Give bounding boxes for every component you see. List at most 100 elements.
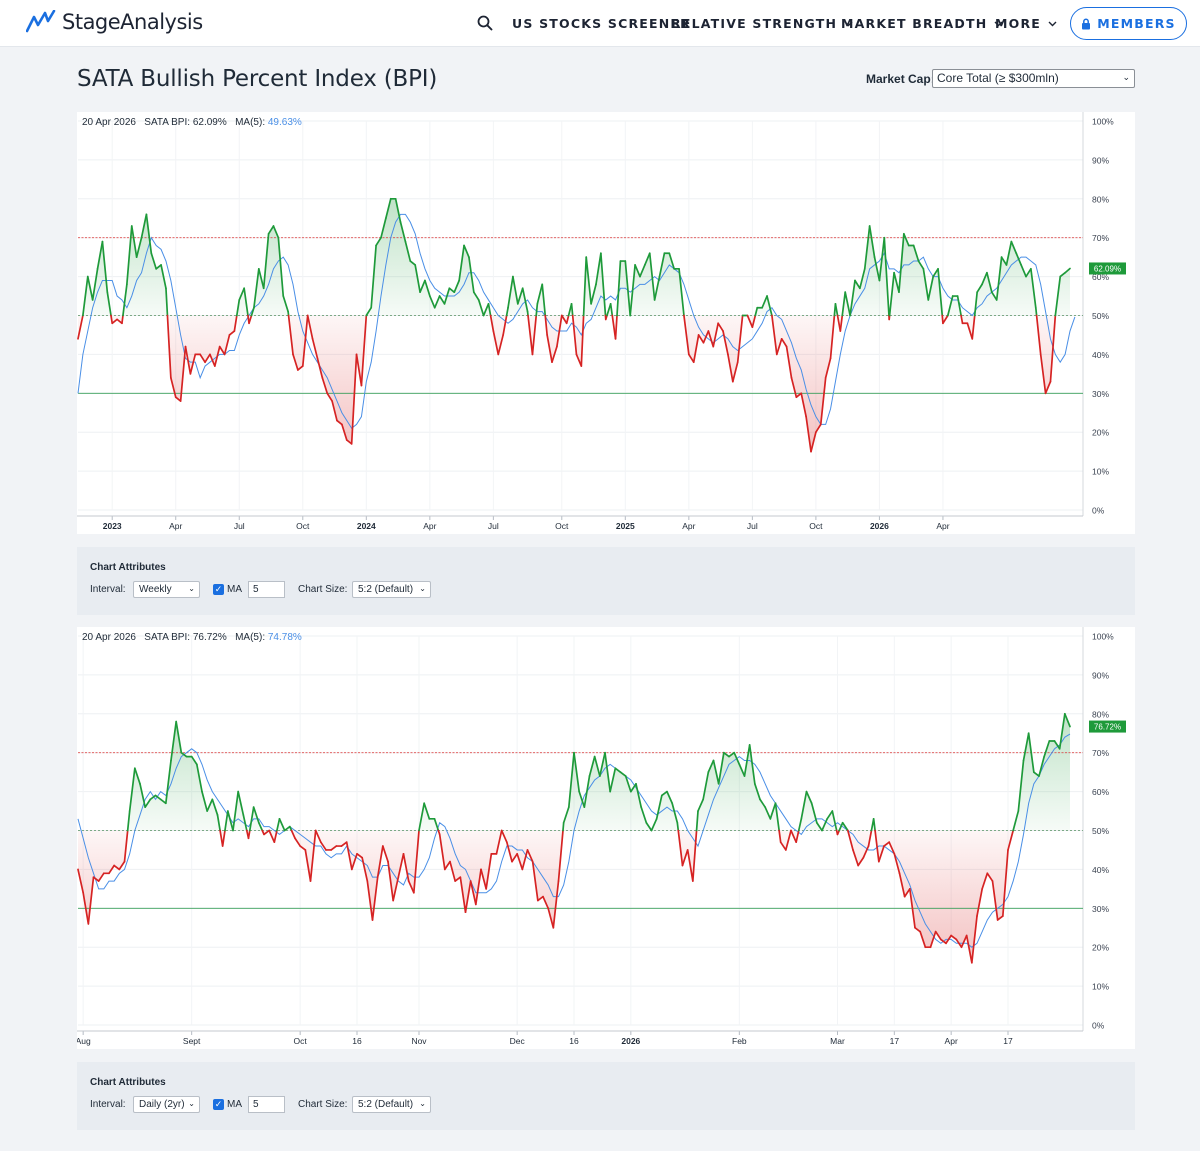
bpi-line-segment	[516, 852, 524, 871]
bpi-line-segment	[717, 322, 724, 332]
x-tick-label: Oct	[809, 521, 823, 531]
bpi-line-segment	[609, 767, 617, 793]
nav-us-stocks-screener[interactable]: US STOCKS SCREENER	[512, 16, 691, 31]
bpi-line-segment	[458, 244, 465, 282]
bpi-line-segment	[606, 302, 612, 317]
bpi-line-segment	[567, 751, 575, 809]
chart-size-select[interactable]: 5:2 (Default) ⌄	[352, 1096, 431, 1113]
bpi-line-segment	[707, 759, 715, 773]
members-button[interactable]: MEMBERS	[1070, 7, 1187, 40]
bpi-line-segment	[629, 264, 636, 317]
bpi-line-segment	[454, 876, 462, 882]
nav-relative-strength[interactable]: RELATIVE STRENGTH	[671, 16, 853, 31]
bpi-line-segment	[831, 810, 838, 832]
bpi-line-segment	[578, 790, 586, 809]
x-tick-label: 2024	[357, 521, 376, 531]
bpi-line-segment	[272, 225, 280, 239]
y-tick-label: 40%	[1092, 865, 1109, 875]
bpi-line-segment	[614, 767, 622, 773]
bpi-line-segment	[213, 345, 221, 367]
bpi-line-segment	[361, 856, 369, 882]
bpi-line-segment	[619, 771, 627, 777]
nav-more[interactable]: MORE	[995, 16, 1057, 31]
bpi-line-segment	[683, 314, 690, 356]
chevron-down-icon	[844, 21, 853, 26]
bpi-line-segment	[810, 431, 817, 453]
bpi-line-segment	[356, 852, 364, 859]
bpi-line-segment	[536, 895, 544, 902]
bpi-line-segment	[1007, 829, 1015, 851]
bpi-line-segment	[595, 252, 602, 286]
bpi-line-segment	[235, 299, 241, 317]
legend-ma-value: 74.78%	[267, 632, 302, 643]
bpi-line-segment	[914, 926, 922, 933]
lock-icon	[1082, 17, 1091, 29]
bpi-line-segment	[164, 759, 172, 805]
bpi-line-segment	[939, 938, 947, 945]
bpi-line-segment	[77, 314, 84, 340]
bpi-line-segment	[686, 849, 694, 882]
ma-checkbox[interactable]: ✓	[213, 584, 224, 595]
bpi-line-segment	[736, 314, 744, 364]
interval-label: Interval:	[90, 584, 126, 595]
bpi-line-segment	[175, 720, 183, 754]
bpi-line-segment	[252, 806, 260, 824]
ma-period-input[interactable]: 5	[248, 1096, 285, 1113]
bpi-line-segment	[695, 810, 699, 832]
search-icon[interactable]	[477, 15, 493, 36]
bpi-line-segment	[404, 240, 412, 262]
bpi-line-segment	[681, 849, 689, 867]
members-label: MEMBERS	[1097, 16, 1176, 31]
ma-period-input[interactable]: 5	[248, 581, 285, 598]
bpi-line-segment	[118, 860, 126, 871]
bpi-line-segment	[180, 751, 188, 758]
y-tick-label: 30%	[1092, 389, 1109, 399]
y-tick-label: 60%	[1092, 787, 1109, 797]
nav-market-breadth[interactable]: MARKET BREADTH	[841, 16, 1003, 31]
bpi-line-segment	[707, 330, 715, 348]
bpi-line-segment	[170, 720, 178, 762]
bpi-line-segment	[677, 829, 684, 867]
bpi-line-segment	[531, 314, 538, 356]
bullish-area-fill	[82, 198, 1070, 316]
chart-size-select[interactable]: 5:2 (Default) ⌄	[352, 581, 431, 598]
bpi-line-segment	[697, 798, 705, 812]
bpi-line-segment	[385, 197, 392, 220]
bpi-line-segment	[380, 217, 387, 239]
bpi-line-segment	[1030, 267, 1037, 309]
bpi-line-segment	[857, 856, 865, 867]
y-tick-label: 70%	[1092, 233, 1109, 243]
bpi-line-segment	[580, 314, 585, 367]
bpi-line-segment	[668, 252, 676, 270]
bpi-line-segment	[800, 392, 807, 418]
interval-select[interactable]: Weekly ⌄	[133, 581, 200, 598]
bpi-line-segment	[687, 353, 695, 364]
interval-value: Daily (2yr)	[139, 1099, 185, 1110]
bpi-line-segment	[267, 225, 275, 235]
chevron-down-icon: ⌄	[188, 584, 195, 593]
market-cap-select[interactable]: Core Total (≥ $300mln) ⌄	[932, 69, 1135, 88]
x-tick-label: Nov	[411, 1036, 427, 1046]
x-tick-label: 2026	[621, 1036, 640, 1046]
bpi-line-segment	[995, 256, 1003, 301]
bpi-line-segment	[970, 915, 978, 964]
last-value-label: 76.72%	[1094, 723, 1121, 732]
x-tick-label: Jul	[747, 521, 758, 531]
bpi-line-segment	[872, 817, 876, 832]
ma-line	[77, 213, 1076, 430]
x-tick-label: Apr	[423, 521, 436, 531]
legend-bpi-label: SATA BPI:	[144, 117, 191, 128]
bpi-line-segment	[144, 798, 152, 809]
bpi-line-segment	[123, 829, 129, 863]
bpi-line-segment	[82, 275, 89, 317]
bpi-line-segment	[868, 225, 876, 258]
brand-logo[interactable]: StageAnalysis	[26, 10, 203, 34]
y-tick-label: 30%	[1092, 904, 1109, 914]
bpi-line-segment	[449, 860, 457, 882]
interval-value: Weekly	[139, 584, 172, 595]
bpi-line-segment	[971, 314, 976, 340]
interval-select[interactable]: Daily (2yr) ⌄	[133, 1096, 200, 1113]
chevron-down-icon: ⌄	[188, 1099, 195, 1108]
ma-checkbox[interactable]: ✓	[213, 1099, 224, 1110]
bpi-line-segment	[341, 423, 348, 441]
